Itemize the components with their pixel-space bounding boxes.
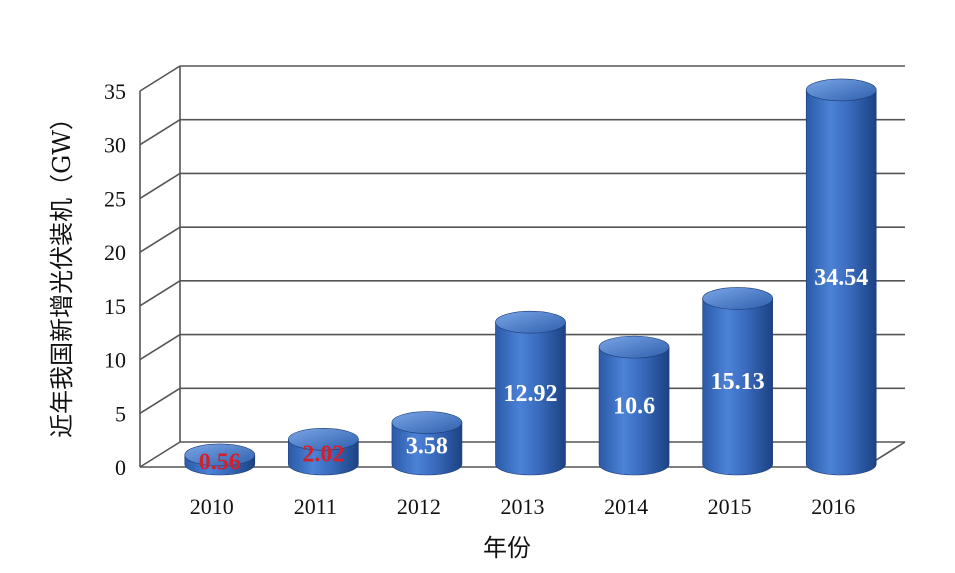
x-tick-label: 2016 (811, 494, 855, 519)
y-tick-label: 5 (115, 401, 126, 426)
x-tick-label: 2015 (708, 494, 752, 519)
gridline (139, 172, 905, 200)
x-axis-title: 年份 (483, 534, 531, 562)
bars-layer (184, 78, 877, 476)
x-tick-label: 2014 (604, 494, 648, 519)
bar-body (495, 321, 566, 476)
y-tick-label: 35 (104, 79, 126, 104)
gridline (139, 118, 905, 146)
y-tick-label: 15 (104, 294, 126, 319)
bar-2013 (495, 310, 566, 476)
bar-cap (495, 310, 566, 334)
data-labels: 0.56 2.02 3.58 12.92 10.6 15.13 34.54 (199, 265, 868, 476)
bar-cap (184, 443, 256, 467)
bar-cap (288, 427, 359, 451)
x-tick-label: 2011 (294, 494, 337, 519)
grid-layer (139, 65, 906, 468)
y-tick-label: 30 (104, 133, 126, 158)
y-tick-label: 10 (104, 348, 126, 373)
bar-body (702, 298, 773, 476)
y-axis-ticks: 0 5 10 15 20 25 30 35 (104, 79, 126, 480)
data-label: 34.54 (814, 265, 868, 291)
x-tick-label: 2012 (397, 494, 441, 519)
bar-2015 (702, 287, 773, 476)
data-label: 10.6 (613, 394, 655, 420)
gridline (139, 280, 905, 307)
data-label: 15.13 (711, 369, 765, 395)
data-label: 0.56 (199, 449, 241, 475)
bar-body (598, 346, 670, 476)
data-label: 2.02 (302, 442, 344, 468)
bar-2010 (184, 443, 256, 476)
x-tick-label: 2010 (190, 494, 234, 519)
bar-2016 (805, 78, 877, 476)
bar-2012 (391, 411, 463, 476)
y-tick-label: 0 (115, 455, 126, 480)
data-label: 3.58 (406, 433, 448, 459)
data-label: 12.92 (504, 381, 558, 407)
bar-cap (702, 287, 773, 310)
y-axis-title: 近年我国新增光伏装机（GW） (48, 106, 76, 438)
bar-2014 (598, 335, 670, 476)
bar-body (391, 422, 463, 476)
bar-cap (391, 411, 463, 434)
bar-cap (598, 335, 670, 359)
bar-2011 (288, 427, 359, 476)
y-tick-label: 25 (104, 186, 126, 211)
gridline (139, 65, 905, 92)
y-tick-label: 20 (104, 240, 126, 265)
bar-cap (805, 78, 877, 102)
x-axis-ticks: 2010 2011 2012 2013 2014 2015 2016 (190, 494, 855, 519)
gridline (139, 226, 905, 253)
x-tick-label: 2013 (501, 494, 545, 519)
bar-body (805, 89, 877, 476)
